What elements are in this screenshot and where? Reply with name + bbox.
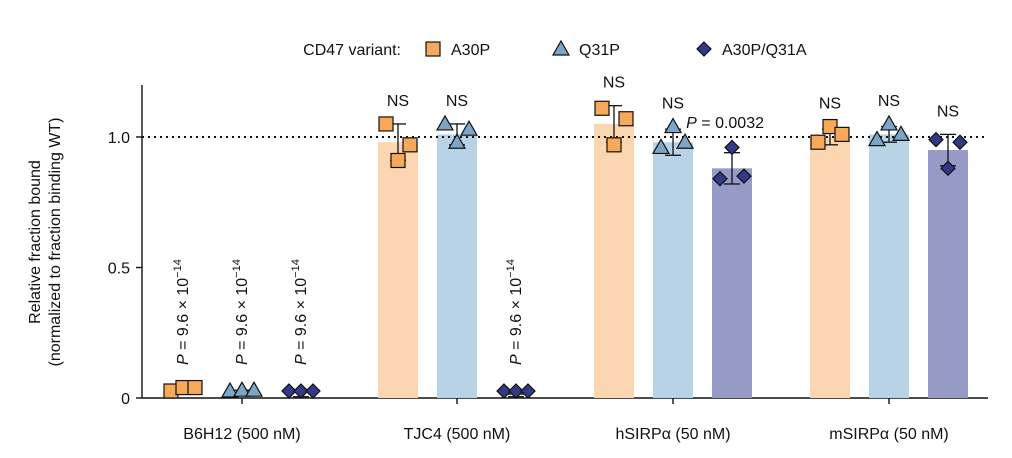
data-point-q31p [867, 130, 887, 147]
bar-a30p-msirp-50-nm [810, 137, 850, 398]
bar-q31p-hsirp-50-nm [653, 142, 693, 398]
data-point-a30p [834, 126, 850, 142]
data-point-q31p [447, 133, 467, 149]
bar-a30p-q31a-hsirp-50-nm [712, 168, 752, 398]
data-point-q31p [435, 114, 455, 131]
y-tick-label: 0 [121, 391, 130, 408]
data-point-a30p-q31a [736, 168, 752, 184]
legend-label-a30p: A30P [451, 42, 490, 59]
data-point-q31p [220, 381, 240, 398]
data-point-a30p [594, 100, 610, 116]
x-tick-label-b6h12-500-nm: B6H12 (500 nM) [183, 426, 300, 443]
data-point-a30p-q31a [293, 383, 309, 399]
plot-area: 0 0.5 1.0 Relative fraction bound (normalize… [27, 75, 988, 443]
data-point-a30p [810, 134, 826, 150]
x-tick-label-tjc4-500-nm: TJC4 (500 nM) [404, 426, 511, 443]
data-point-a30p-q31a [520, 383, 536, 399]
y-tick-label: 1.0 [108, 130, 130, 147]
y-tick-label: 0.5 [108, 261, 130, 278]
legend-marker-a30p-q31a [696, 41, 712, 57]
data-point-q31p [459, 119, 479, 136]
data-point-a30p-q31a [712, 170, 728, 187]
annotation-ns: NS [819, 96, 841, 113]
data-point-q31p [879, 114, 899, 131]
bar-a30p-hsirp-50-nm [594, 123, 634, 398]
data-point-a30p [402, 137, 418, 153]
data-point-a30p-q31a [940, 160, 956, 177]
annotation-p-value: P = 9.6 × 10−14 [505, 259, 525, 365]
data-point-q31p [244, 380, 264, 397]
data-point-a30p [606, 137, 622, 153]
legend-label-a30p-q31a: A30P/Q31A [722, 42, 807, 59]
data-point-a30p-q31a [281, 383, 297, 399]
data-point-a30p [618, 111, 634, 127]
data-point-q31p [232, 380, 252, 397]
data-point-q31p [675, 133, 695, 149]
annotation-p-value: P = 0.0032 [686, 115, 764, 132]
annotation-ns: NS [446, 93, 468, 110]
annotation-ns: NS [387, 93, 409, 110]
legend: CD47 variant: A30P Q31P A30P/Q31A [303, 39, 807, 59]
x-tick-label-msirp-50-nm: mSIRPα (50 nM) [829, 426, 949, 443]
data-point-a30p [822, 118, 838, 135]
y-axis-label-line: (normalized to fraction binding WT) [47, 118, 64, 367]
data-point-a30p-q31a [724, 139, 740, 156]
data-point-a30p-q31a [305, 383, 321, 399]
annotation-p-value: P = 9.6 × 10−14 [231, 259, 251, 365]
legend-marker-a30p [425, 41, 441, 57]
bar-q31p-tjc4-500-nm [437, 134, 477, 398]
data-point-a30p [390, 152, 406, 169]
data-point-a30p-q31a [928, 131, 944, 148]
annotation-ns: NS [937, 103, 959, 120]
annotation-p-value: P = 9.6 × 10−14 [290, 259, 310, 365]
bar-a30p-q31a-msirp-50-nm [928, 150, 968, 398]
legend-label-q31p: Q31P [579, 42, 620, 59]
data-point-q31p [651, 138, 671, 155]
annotation-ns: NS [662, 96, 684, 113]
y-axis-label-line: Relative fraction bound [27, 160, 44, 324]
annotation-ns: NS [603, 75, 625, 92]
data-point-a30p [187, 379, 203, 396]
data-point-a30p [378, 116, 394, 132]
data-point-a30p-q31a [952, 134, 968, 151]
bar-q31p-msirp-50-nm [869, 134, 909, 398]
x-tick-label-hsirp-50-nm: hSIRPα (50 nM) [615, 426, 730, 443]
data-point-q31p [663, 117, 683, 134]
data-point-a30p-q31a [508, 383, 524, 399]
annotation-ns: NS [878, 93, 900, 110]
legend-title: CD47 variant: [303, 42, 401, 59]
legend-marker-q31p [551, 39, 571, 56]
annotation-p-value: P = 9.6 × 10−14 [172, 259, 192, 365]
data-point-q31p [891, 125, 911, 141]
y-axis-label: Relative fraction bound (normalized to fr… [27, 118, 64, 367]
data-point-a30p-q31a [496, 383, 512, 399]
bar-a30p-tjc4-500-nm [378, 142, 418, 398]
